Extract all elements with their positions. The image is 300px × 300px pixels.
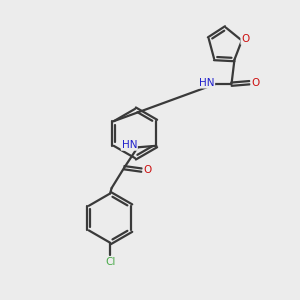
Text: Cl: Cl xyxy=(105,257,115,267)
Text: HN: HN xyxy=(122,140,137,150)
Text: O: O xyxy=(241,34,250,44)
Text: O: O xyxy=(143,165,152,175)
Text: O: O xyxy=(251,78,260,88)
Text: HN: HN xyxy=(199,78,214,88)
